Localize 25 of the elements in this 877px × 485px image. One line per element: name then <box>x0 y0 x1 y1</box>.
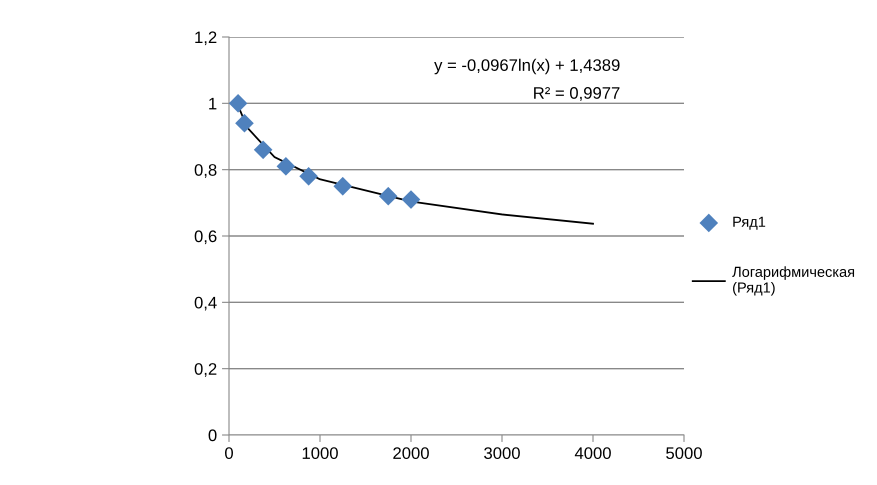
point <box>333 176 352 196</box>
point <box>229 94 248 113</box>
legend-label: Логарифмическая (Ряд1) <box>732 266 854 296</box>
annotation: y = -0,0967ln(x) + 1,4389 <box>434 58 620 74</box>
point <box>299 166 318 186</box>
point <box>402 190 420 209</box>
annotation: R² = 0,9977 <box>534 87 620 101</box>
point <box>254 140 272 160</box>
x-tick-label: 3000 <box>484 447 520 460</box>
y-tick-label: 1,2 <box>195 31 216 46</box>
x-tick-label: 4000 <box>574 447 611 460</box>
legend-label: Ряд1 <box>733 216 766 230</box>
x-tick-label: 0 <box>225 447 233 460</box>
y-tick-label: 0,2 <box>194 363 216 377</box>
y-tick-label: 0 <box>208 429 217 442</box>
y-tick-label: 0,6 <box>194 230 216 244</box>
y-tick-label: 0,8 <box>194 164 216 178</box>
y-tick-label: 0,4 <box>194 296 217 311</box>
x-tick-label: 2000 <box>393 447 429 460</box>
x-tick-label: 5000 <box>666 447 702 460</box>
point <box>378 186 398 206</box>
x-tick-label: 1000 <box>302 447 338 460</box>
point <box>276 157 296 176</box>
point <box>235 114 254 133</box>
y-tick-label: 1 <box>209 98 216 110</box>
